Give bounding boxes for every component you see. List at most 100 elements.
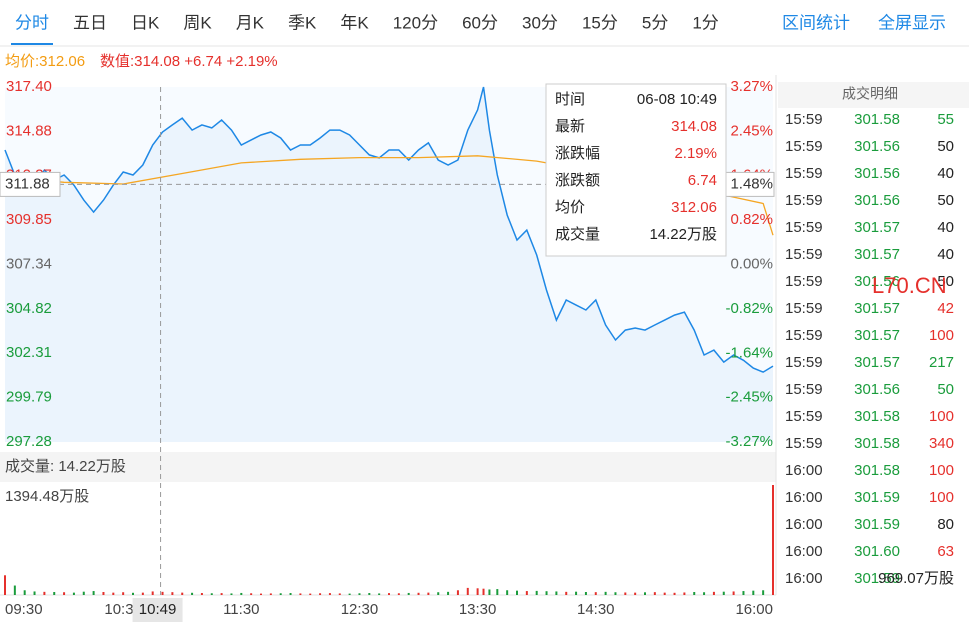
tab[interactable]: 日K <box>131 13 160 32</box>
volume-bar <box>200 593 203 595</box>
trade-volume: 50 <box>937 273 954 290</box>
trade-time: 15:59 <box>785 327 823 344</box>
volume-bar <box>604 591 607 595</box>
trade-volume: 100 <box>929 462 954 479</box>
tab[interactable]: 1分 <box>692 13 718 32</box>
trade-price: 301.59 <box>854 516 900 533</box>
trade-time: 15:59 <box>785 435 823 452</box>
tab[interactable]: 分时 <box>15 13 49 32</box>
tab[interactable]: 年K <box>340 13 369 32</box>
volume-bar <box>516 590 518 595</box>
tooltip-value: 6.74 <box>688 172 717 189</box>
y2-tick-label: -2.45% <box>725 388 773 405</box>
trade-time: 16:00 <box>785 570 823 587</box>
volume-bar <box>210 593 213 595</box>
volume-bar <box>535 590 538 595</box>
trade-price: 301.58 <box>854 435 900 452</box>
tab[interactable]: 30分 <box>522 13 558 32</box>
trade-volume: 100 <box>929 489 954 506</box>
volume-bar <box>269 593 272 595</box>
volume-bar <box>358 593 361 595</box>
tab[interactable]: 五日 <box>73 13 107 32</box>
price-area <box>5 87 773 442</box>
trade-volume: 55 <box>937 111 954 128</box>
y-tick-label: 309.85 <box>6 211 52 228</box>
volume-bar <box>122 592 125 595</box>
y-tick-label: 314.88 <box>6 122 52 139</box>
volume-bar <box>82 591 85 595</box>
volume-bar <box>496 589 499 595</box>
volume-bar <box>762 590 765 595</box>
y-tick-label: 299.79 <box>6 389 52 406</box>
tab[interactable]: 周K <box>183 13 212 32</box>
volume-bar <box>663 592 666 595</box>
volume-bar <box>368 593 371 595</box>
tab[interactable]: 120分 <box>393 13 438 32</box>
trade-price: 301.56 <box>854 138 900 155</box>
trade-price: 301.56 <box>854 381 900 398</box>
volume-bar <box>328 593 331 595</box>
avg-info: 均价:312.06 <box>5 53 85 70</box>
volume-bar <box>447 591 450 595</box>
tab[interactable]: 5分 <box>642 13 668 32</box>
volume-bar <box>279 593 282 595</box>
trade-volume: 100 <box>929 327 954 344</box>
trade-time: 15:59 <box>785 408 823 425</box>
trade-price: 301.57 <box>854 327 900 344</box>
trade-time: 15:59 <box>785 165 823 182</box>
tooltip-label: 最新 <box>555 118 585 135</box>
trade-price: 301.58 <box>854 462 900 479</box>
volume-bar <box>230 593 233 595</box>
x-tick-label: 13:30 <box>459 601 497 618</box>
y2-tick-label: 0.00% <box>730 255 773 272</box>
action-button[interactable]: 全屏显示 <box>878 13 946 32</box>
trade-time: 15:59 <box>785 273 823 290</box>
y2-tick-label: -3.27% <box>725 433 773 450</box>
trade-price: 301.56 <box>854 273 900 290</box>
tab[interactable]: 月K <box>236 13 265 32</box>
volume-bar <box>171 592 174 595</box>
tooltip-label: 均价 <box>555 199 585 216</box>
volume-title: 成交量: 14.22万股 <box>5 457 126 475</box>
action-button[interactable]: 区间统计 <box>782 13 850 32</box>
trade-price: 301.57 <box>854 219 900 236</box>
price-line <box>4 86 774 373</box>
volume-bar <box>722 591 725 595</box>
volume-bar <box>624 592 627 595</box>
volume-bar <box>488 589 491 595</box>
tooltip-value: 2.19% <box>674 145 717 162</box>
tooltip-box <box>545 83 727 257</box>
volume-bar <box>378 593 381 595</box>
trade-time: 16:00 <box>785 516 823 533</box>
x-tick-label: 12:30 <box>341 601 379 618</box>
volume-bar <box>53 592 56 595</box>
volume-bar <box>309 593 312 595</box>
volume-bar <box>141 592 144 595</box>
trade-time: 15:59 <box>785 138 823 155</box>
volume-bar <box>732 591 735 595</box>
tooltip-label: 成交量 <box>555 225 600 243</box>
volume-bar <box>525 591 528 595</box>
y2-tick-label: 2.45% <box>730 122 773 139</box>
crosshair-x-box <box>132 598 183 622</box>
x-tick-label: 10:30 <box>104 601 142 618</box>
trade-time: 15:59 <box>785 219 823 236</box>
volume-bar <box>614 592 617 595</box>
crosshair-y-label: 311.88 <box>5 175 50 192</box>
volume-header <box>0 452 776 482</box>
tab[interactable]: 15分 <box>582 13 618 32</box>
volume-bar <box>63 592 66 595</box>
volume-bar <box>634 592 637 595</box>
volume-bar <box>43 591 46 595</box>
volume-bar <box>151 591 154 595</box>
value-info: 数值:314.08 +6.74 +2.19% <box>100 53 278 70</box>
tab[interactable]: 季K <box>288 13 317 32</box>
volume-bar <box>437 592 440 595</box>
volume-bar <box>388 593 390 595</box>
trade-volume: 50 <box>937 192 954 209</box>
tab[interactable]: 60分 <box>462 13 498 32</box>
tooltip-label: 涨跌额 <box>555 172 600 189</box>
trade-time: 15:59 <box>785 111 823 128</box>
tooltip-label: 时间 <box>555 91 585 108</box>
trade-volume: 40 <box>937 165 954 182</box>
